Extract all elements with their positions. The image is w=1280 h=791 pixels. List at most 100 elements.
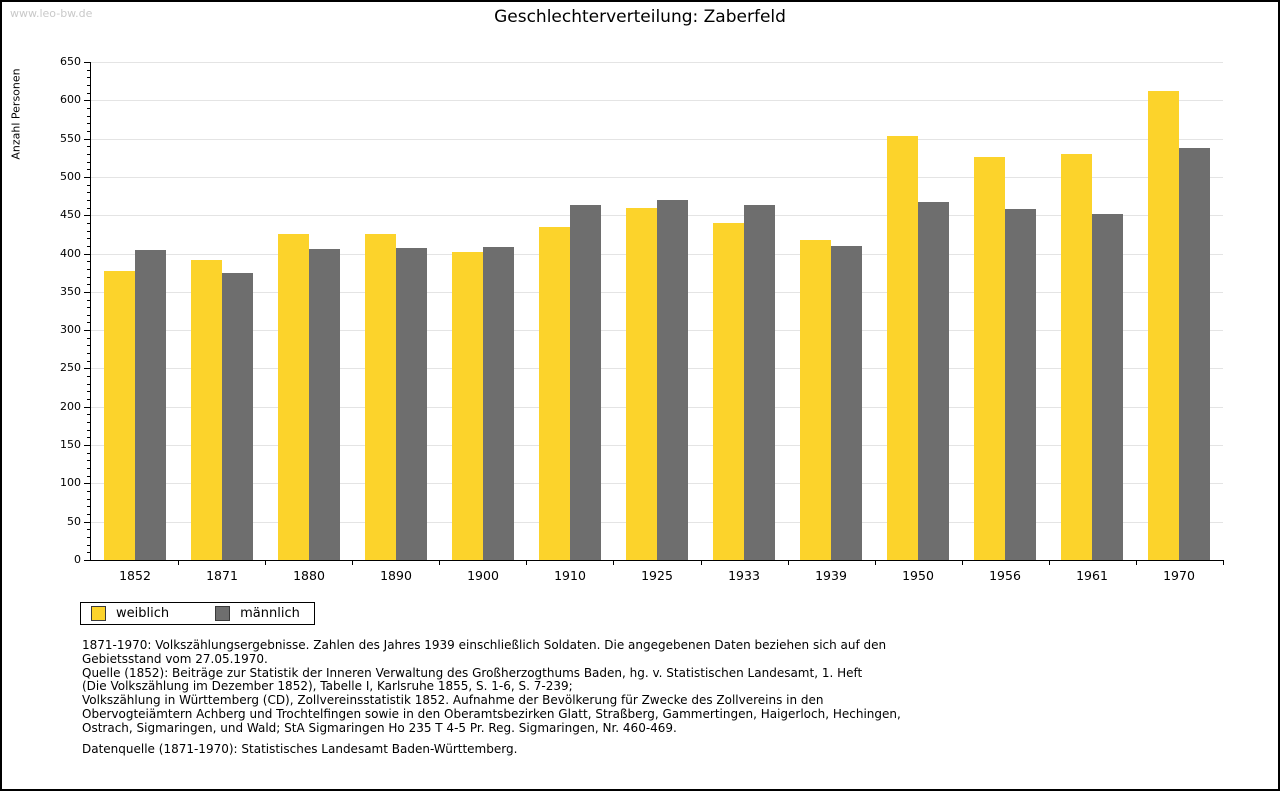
bar-männlich-1890 <box>396 248 427 560</box>
bar-männlich-1880 <box>309 249 340 560</box>
y-axis-tick <box>87 315 91 316</box>
y-axis-tick <box>87 231 91 232</box>
x-tick-label: 1852 <box>119 568 151 583</box>
y-axis-tick <box>87 169 91 170</box>
bar-weiblich-1950 <box>887 136 918 560</box>
bar-weiblich-1852 <box>104 271 135 560</box>
y-axis-tick <box>87 123 91 124</box>
y-axis-tick <box>84 139 91 140</box>
x-axis-tick <box>962 560 963 565</box>
gridline <box>91 139 1223 140</box>
y-axis-tick <box>84 560 91 561</box>
y-axis-tick <box>87 162 91 163</box>
x-axis-tick <box>1049 560 1050 565</box>
x-axis-tick <box>1223 560 1224 565</box>
y-axis-tick <box>87 529 91 530</box>
x-axis-tick <box>352 560 353 565</box>
y-axis-tick <box>84 368 91 369</box>
y-axis-tick <box>87 192 91 193</box>
gridline <box>91 62 1223 63</box>
y-axis-tick <box>87 460 91 461</box>
y-axis-tick <box>87 93 91 94</box>
y-tick-label: 650 <box>60 55 81 68</box>
y-axis-tick <box>87 131 91 132</box>
source-note-line: Gebietsstand vom 27.05.1970. <box>82 651 268 666</box>
y-tick-label: 400 <box>60 247 81 260</box>
bar-männlich-1852 <box>135 250 166 560</box>
y-tick-label: 100 <box>60 476 81 489</box>
gridline <box>91 100 1223 101</box>
y-axis-tick <box>87 261 91 262</box>
legend-item-weiblich: weiblich <box>91 606 169 621</box>
x-tick-label: 1939 <box>815 568 847 583</box>
y-axis-tick <box>87 307 91 308</box>
y-tick-label: 50 <box>67 515 81 528</box>
x-tick-label: 1880 <box>293 568 325 583</box>
y-axis-tick <box>87 399 91 400</box>
x-axis-tick <box>701 560 702 565</box>
y-tick-label: 250 <box>60 361 81 374</box>
x-tick-label: 1900 <box>467 568 499 583</box>
y-axis-tick <box>87 208 91 209</box>
y-axis-tick <box>84 254 91 255</box>
x-tick-label: 1871 <box>206 568 238 583</box>
y-tick-label: 300 <box>60 323 81 336</box>
x-axis-tick <box>439 560 440 565</box>
x-tick-label: 1970 <box>1163 568 1195 583</box>
bar-männlich-1970 <box>1179 148 1210 560</box>
bar-männlich-1956 <box>1005 209 1036 560</box>
y-axis-tick <box>87 77 91 78</box>
bar-weiblich-1956 <box>974 157 1005 560</box>
y-axis-tick <box>87 545 91 546</box>
x-axis-tick <box>178 560 179 565</box>
y-axis-tick <box>87 468 91 469</box>
y-axis-tick <box>87 361 91 362</box>
y-axis-tick <box>84 483 91 484</box>
y-axis-tick <box>84 522 91 523</box>
y-axis-tick <box>87 116 91 117</box>
y-axis-label: Anzahl Personen <box>9 68 23 160</box>
x-axis-tick <box>1136 560 1137 565</box>
x-axis-tick <box>613 560 614 565</box>
x-tick-label: 1910 <box>554 568 586 583</box>
y-axis-tick <box>87 453 91 454</box>
x-axis-tick <box>875 560 876 565</box>
y-axis-tick <box>87 246 91 247</box>
y-axis-tick <box>87 506 91 507</box>
y-axis-tick <box>87 499 91 500</box>
y-axis-tick <box>87 514 91 515</box>
y-axis-tick <box>87 146 91 147</box>
source-note-line: Datenquelle (1871-1970): Statistisches L… <box>82 741 518 756</box>
legend-label-weiblich: weiblich <box>116 606 170 621</box>
y-axis-tick <box>87 353 91 354</box>
bar-weiblich-1890 <box>365 234 396 560</box>
y-tick-label: 0 <box>74 553 81 566</box>
bar-weiblich-1871 <box>191 260 222 560</box>
x-tick-label: 1890 <box>380 568 412 583</box>
y-axis-tick <box>87 85 91 86</box>
y-axis-tick <box>84 100 91 101</box>
bar-weiblich-1939 <box>800 240 831 560</box>
source-notes: 1871-1970: Volkszählungsergebnisse. Zahl… <box>82 638 901 756</box>
x-axis-tick <box>265 560 266 565</box>
weiblich-swatch-icon <box>91 606 106 621</box>
gridline <box>91 177 1223 178</box>
y-axis-tick <box>87 552 91 553</box>
y-axis-tick <box>87 338 91 339</box>
y-tick-label: 200 <box>60 400 81 413</box>
y-axis-tick <box>87 300 91 301</box>
y-axis-tick <box>87 269 91 270</box>
source-note-line: Quelle (1852): Beiträge zur Statistik de… <box>82 665 863 680</box>
y-tick-label: 150 <box>60 438 81 451</box>
y-axis-tick <box>87 422 91 423</box>
bar-männlich-1910 <box>570 205 601 560</box>
y-axis-tick <box>84 330 91 331</box>
bar-weiblich-1970 <box>1148 91 1179 560</box>
source-note-line: Volkszählung in Württemberg (CD), Zollve… <box>82 693 824 708</box>
y-axis-tick <box>87 414 91 415</box>
y-axis-tick <box>84 445 91 446</box>
bar-weiblich-1933 <box>713 223 744 560</box>
source-note-line: 1871-1970: Volkszählungsergebnisse. Zahl… <box>82 638 887 652</box>
y-axis-tick <box>87 70 91 71</box>
